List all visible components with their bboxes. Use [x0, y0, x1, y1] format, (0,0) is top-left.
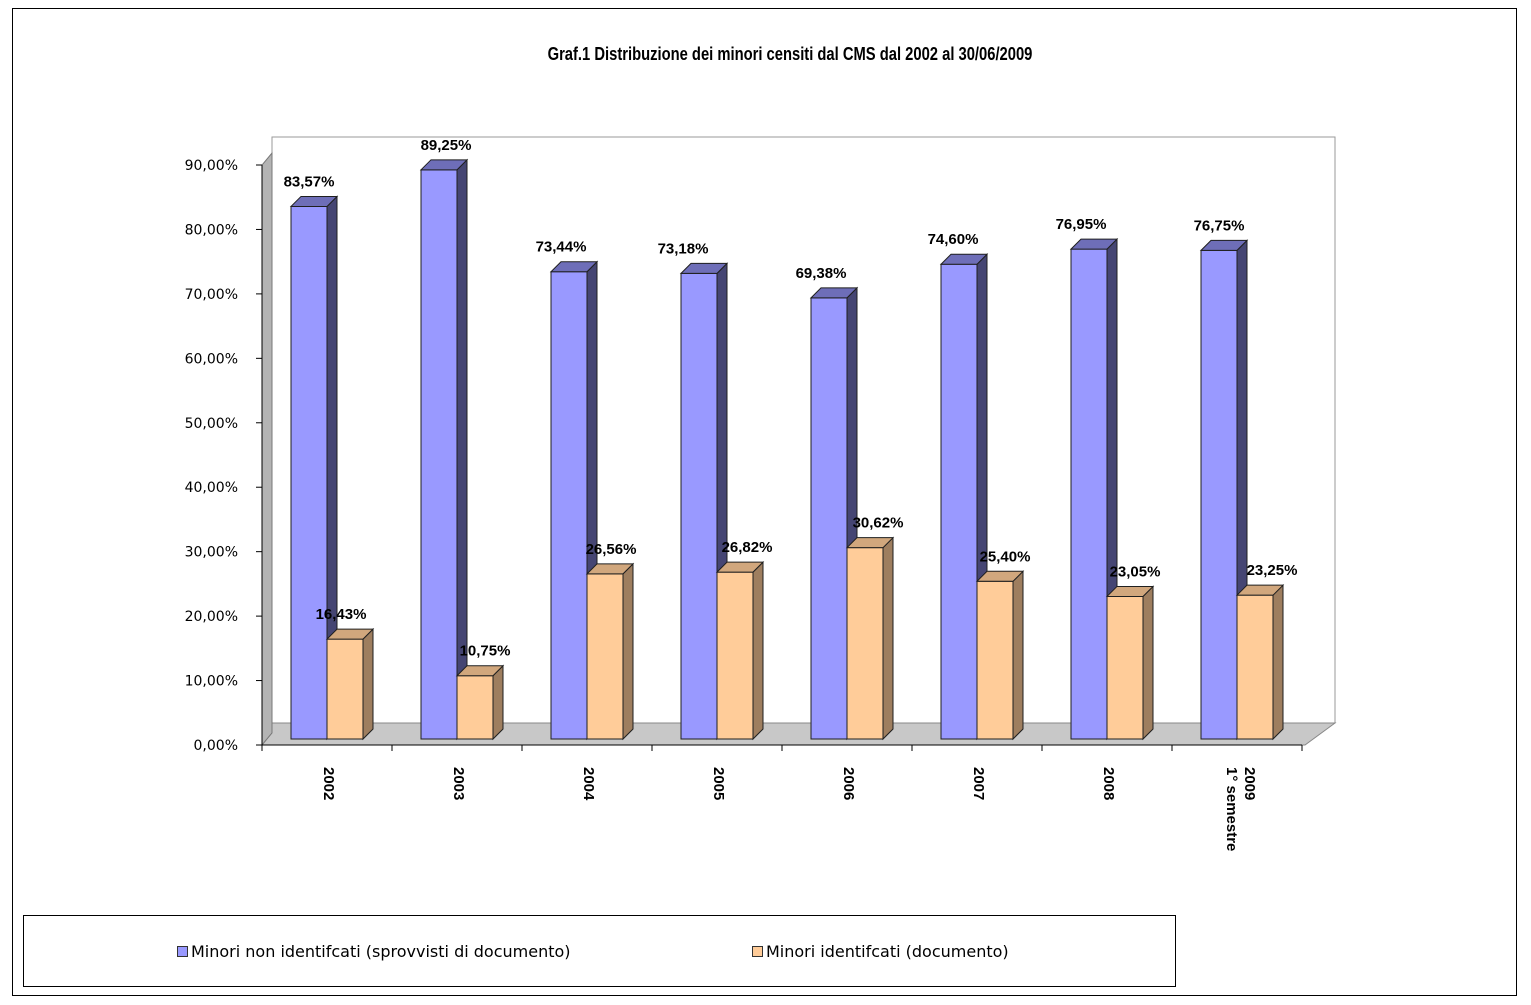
- bar-top-s2-5: [975, 570, 1025, 582]
- x-category-label-group-2: 2004: [580, 767, 597, 801]
- bar-top-s2-4: [845, 537, 895, 549]
- plot-side-wall: [261, 151, 273, 747]
- bar-side-s2-5: [1012, 570, 1024, 741]
- bar-side-s2-7: [1272, 583, 1284, 741]
- x-category-label-group-1: 2003: [450, 767, 467, 800]
- x-category-label-4: 2006: [840, 767, 857, 800]
- x-category-label-group-3: 2005: [710, 767, 727, 800]
- bar-s2-2: [586, 573, 624, 740]
- y-tick-label-7: 70,00%: [185, 287, 238, 303]
- bar-s2-4: [846, 547, 884, 740]
- bar-top-s2-7: [1235, 584, 1285, 596]
- legend-label-series-1: Minori non identifcati (sprovvisti di do…: [191, 942, 571, 961]
- y-tick-label-4: 40,00%: [185, 480, 238, 496]
- legend-swatch-series-1: [177, 946, 188, 957]
- bar-top-s1-6: [1069, 238, 1119, 250]
- y-tick-label-9: 90,00%: [185, 158, 238, 174]
- bar-top-s2-1: [455, 665, 505, 677]
- data-label-s2-7: 23,25%: [1247, 562, 1298, 579]
- y-tick-label-0: 0,00%: [194, 738, 238, 754]
- bar-top-s2-6: [1105, 585, 1155, 597]
- data-label-s2-6: 23,05%: [1110, 563, 1161, 580]
- bar-top-s1-7: [1199, 239, 1249, 251]
- x-category-label-group-6: 2008: [1100, 767, 1117, 800]
- bar-s2-5: [976, 580, 1014, 740]
- bar-side-s2-6: [1142, 585, 1154, 741]
- bar-side-s2-4: [882, 536, 894, 741]
- data-label-s2-2: 26,56%: [586, 541, 637, 558]
- x-category-label-group-0: 2002: [320, 767, 337, 800]
- bar-s1-3: [680, 272, 718, 740]
- bar-top-s2-3: [715, 561, 765, 573]
- y-tick-label-5: 50,00%: [185, 416, 238, 432]
- bar-top-s2-0: [325, 628, 375, 640]
- bar-s1-2: [550, 271, 588, 740]
- x-category-label-7-line-2: 2009: [1241, 767, 1258, 800]
- data-label-s1-4: 69,38%: [796, 265, 847, 282]
- data-label-s1-6: 76,95%: [1056, 216, 1107, 233]
- x-category-label-group-7: 1° semestre 2009: [1223, 767, 1258, 851]
- x-category-label-0: 2002: [320, 767, 337, 800]
- legend-swatch-series-2: [752, 946, 763, 957]
- data-label-s1-5: 74,60%: [928, 231, 979, 248]
- bar-top-s1-5: [939, 253, 989, 265]
- data-label-s1-1: 89,25%: [421, 137, 472, 154]
- data-label-s2-1: 10,75%: [460, 643, 511, 660]
- bar-s1-7: [1200, 249, 1238, 740]
- bar-s1-0: [290, 205, 328, 740]
- bar-top-s1-3: [679, 262, 729, 274]
- bar-s2-3: [716, 571, 754, 740]
- chart-title: Graf.1 Distribuzione dei minori censiti …: [547, 44, 1033, 64]
- y-tick-label-8: 80,00%: [185, 222, 238, 238]
- data-label-s2-5: 25,40%: [980, 548, 1031, 565]
- x-category-label-5: 2007: [970, 767, 987, 800]
- bar-s2-7: [1236, 594, 1274, 740]
- legend-item-series-2: Minori identifcati (documento): [752, 942, 1009, 961]
- legend-item-series-1: Minori non identifcati (sprovvisti di do…: [177, 942, 571, 961]
- x-category-label-group-4: 2006: [840, 767, 857, 800]
- y-tick-label-3: 30,00%: [185, 545, 238, 561]
- bar-side-s2-1: [492, 664, 504, 741]
- data-label-s2-4: 30,62%: [853, 515, 904, 532]
- bar-top-s1-1: [419, 159, 469, 171]
- x-category-label-6: 2008: [1100, 767, 1117, 800]
- y-tick-label-6: 60,00%: [185, 351, 238, 367]
- bar-side-s2-2: [622, 562, 634, 741]
- bar-top-s1-2: [549, 261, 599, 273]
- data-label-s1-3: 73,18%: [658, 240, 709, 257]
- bar-s1-1: [420, 169, 458, 740]
- bar-top-s1-0: [289, 195, 339, 207]
- bar-s1-6: [1070, 248, 1108, 740]
- x-category-label-2: 2004: [580, 767, 597, 801]
- legend-label-series-2: Minori identifcati (documento): [766, 942, 1009, 961]
- data-label-s1-2: 73,44%: [536, 239, 587, 256]
- bar-top-s2-2: [585, 563, 635, 575]
- bar-s2-0: [326, 638, 364, 740]
- bar-s1-4: [810, 297, 848, 740]
- bar-side-s2-3: [752, 560, 764, 741]
- x-category-label-7-line-1: 1° semestre: [1223, 767, 1240, 851]
- x-category-label-group-5: 2007: [970, 767, 987, 800]
- data-label-s1-0: 83,57%: [284, 173, 335, 190]
- bar-s1-5: [940, 263, 978, 740]
- x-category-label-1: 2003: [450, 767, 467, 800]
- y-tick-label-2: 20,00%: [185, 609, 238, 625]
- x-category-label-3: 2005: [710, 767, 727, 800]
- data-label-s1-7: 76,75%: [1194, 217, 1245, 234]
- legend: Minori non identifcati (sprovvisti di do…: [23, 915, 1176, 987]
- bar-s2-1: [456, 675, 494, 740]
- data-label-s2-3: 26,82%: [722, 539, 773, 556]
- bar-top-s1-4: [809, 287, 859, 299]
- bar-side-s2-0: [362, 627, 374, 741]
- bar-s2-6: [1106, 595, 1144, 740]
- y-tick-label-1: 10,00%: [185, 674, 238, 690]
- data-label-s2-0: 16,43%: [316, 606, 367, 623]
